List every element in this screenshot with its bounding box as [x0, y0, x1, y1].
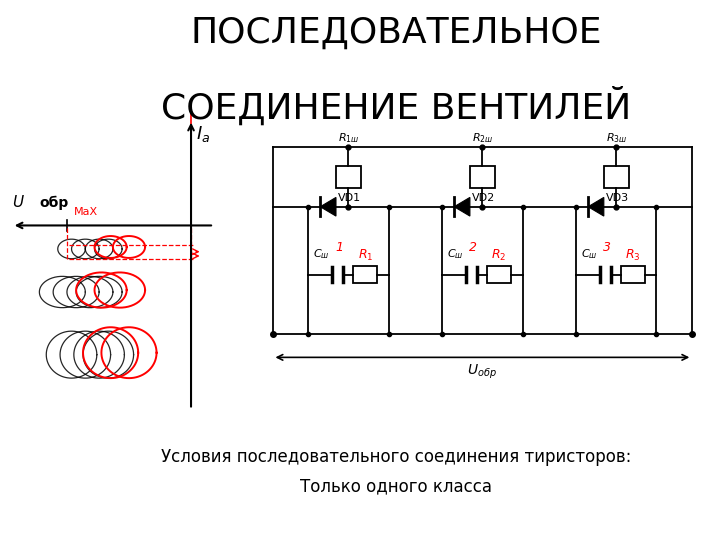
Text: $U$: $U$ — [12, 194, 24, 210]
Bar — [336, 166, 361, 188]
Text: $C_{ш}$: $C_{ш}$ — [447, 247, 464, 261]
Text: $R_{3ш}$: $R_{3ш}$ — [606, 131, 627, 145]
Text: VD3: VD3 — [606, 192, 629, 202]
Text: $R_2$: $R_2$ — [492, 248, 507, 263]
Text: $I_a$: $I_a$ — [196, 124, 210, 144]
Text: $R_3$: $R_3$ — [625, 248, 641, 263]
Bar — [353, 266, 377, 283]
Bar — [487, 266, 511, 283]
Polygon shape — [320, 198, 336, 216]
Text: 2: 2 — [469, 241, 477, 254]
Text: 1: 1 — [335, 241, 343, 254]
Text: 3: 3 — [603, 241, 611, 254]
Text: VD2: VD2 — [472, 192, 495, 202]
Text: $C_{ш}$: $C_{ш}$ — [581, 247, 598, 261]
Bar — [470, 166, 495, 188]
Text: МаХ: МаХ — [74, 207, 98, 217]
Text: обр: обр — [40, 195, 68, 210]
Text: $C_{ш}$: $C_{ш}$ — [313, 247, 330, 261]
Text: СОЕДИНЕНИЕ ВЕНТИЛЕЙ: СОЕДИНЕНИЕ ВЕНТИЛЕЙ — [161, 86, 631, 126]
Text: $R_1$: $R_1$ — [358, 248, 373, 263]
Text: $R_{2ш}$: $R_{2ш}$ — [472, 131, 493, 145]
Text: Условия последовательного соединения тиристоров:
Только одного класса: Условия последовательного соединения тир… — [161, 448, 631, 495]
Text: VD1: VD1 — [338, 192, 361, 202]
Bar — [604, 166, 629, 188]
Text: $R_{1ш}$: $R_{1ш}$ — [338, 131, 359, 145]
Bar — [621, 266, 645, 283]
Polygon shape — [588, 198, 604, 216]
Text: $U_{обр}$: $U_{обр}$ — [467, 362, 498, 381]
Polygon shape — [454, 198, 470, 216]
Text: ПОСЛЕДОВАТЕЛЬНОЕ: ПОСЛЕДОВАТЕЛЬНОЕ — [190, 16, 602, 50]
